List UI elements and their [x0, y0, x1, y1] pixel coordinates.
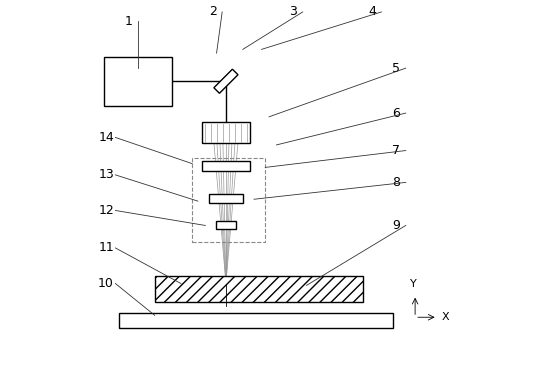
- Polygon shape: [214, 69, 238, 93]
- Text: 4: 4: [368, 5, 376, 18]
- Text: 14: 14: [98, 131, 114, 144]
- Text: 6: 6: [393, 106, 400, 120]
- Bar: [216, 221, 236, 229]
- Text: 7: 7: [393, 144, 400, 157]
- Bar: [192, 158, 265, 242]
- Text: 10: 10: [98, 277, 114, 290]
- Text: 11: 11: [98, 241, 114, 255]
- Text: X: X: [442, 312, 450, 322]
- Bar: [155, 276, 363, 302]
- Bar: [119, 314, 393, 329]
- Text: 2: 2: [209, 5, 217, 18]
- Text: 5: 5: [393, 62, 400, 74]
- Bar: [202, 161, 251, 171]
- Bar: [209, 194, 243, 203]
- Text: 13: 13: [98, 168, 114, 181]
- Text: 12: 12: [98, 204, 114, 217]
- Text: 1: 1: [124, 15, 133, 28]
- Text: 3: 3: [289, 5, 298, 18]
- Bar: [202, 123, 251, 143]
- Text: 8: 8: [393, 176, 400, 189]
- Text: Y: Y: [410, 279, 416, 289]
- Bar: [104, 57, 171, 106]
- Text: 9: 9: [393, 219, 400, 232]
